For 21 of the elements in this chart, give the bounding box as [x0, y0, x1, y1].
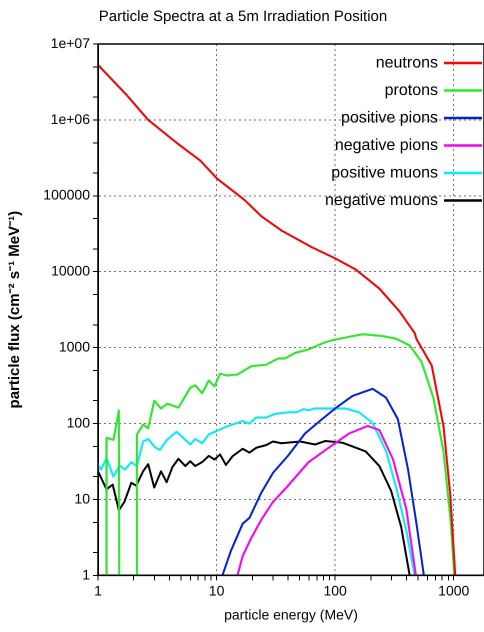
y-tick-label: 1e+06	[50, 110, 90, 127]
y-axis-title: particle flux (cm⁻² s⁻¹ MeV⁻¹)	[6, 210, 24, 408]
y-tick-label: 1e+07	[50, 34, 90, 51]
legend-label: negative muons	[325, 192, 438, 209]
y-tick-label: 10	[74, 490, 90, 506]
x-tick-label: 1000	[438, 582, 470, 599]
x-tick-label: 100	[323, 582, 348, 599]
y-tick-label: 10000	[51, 262, 90, 279]
x-tick-label: 1	[94, 582, 102, 599]
legend-label: protons	[384, 82, 438, 99]
legend-label: positive muons	[331, 164, 438, 182]
y-tick-label: 100	[66, 414, 90, 430]
x-tick-label: 10	[208, 582, 225, 599]
y-tick-label: 1000	[58, 338, 90, 355]
legend-label: positive pions	[341, 109, 438, 126]
legend-label: negative pions	[334, 136, 438, 154]
y-tick-label: 1	[82, 566, 90, 582]
legend-label: neutrons	[376, 54, 438, 72]
chart-title: Particle Spectra at a 5m Irradiation Position	[98, 8, 388, 26]
x-axis-title: particle energy (MeV)	[224, 606, 358, 622]
y-tick-label: 100000	[43, 186, 90, 203]
